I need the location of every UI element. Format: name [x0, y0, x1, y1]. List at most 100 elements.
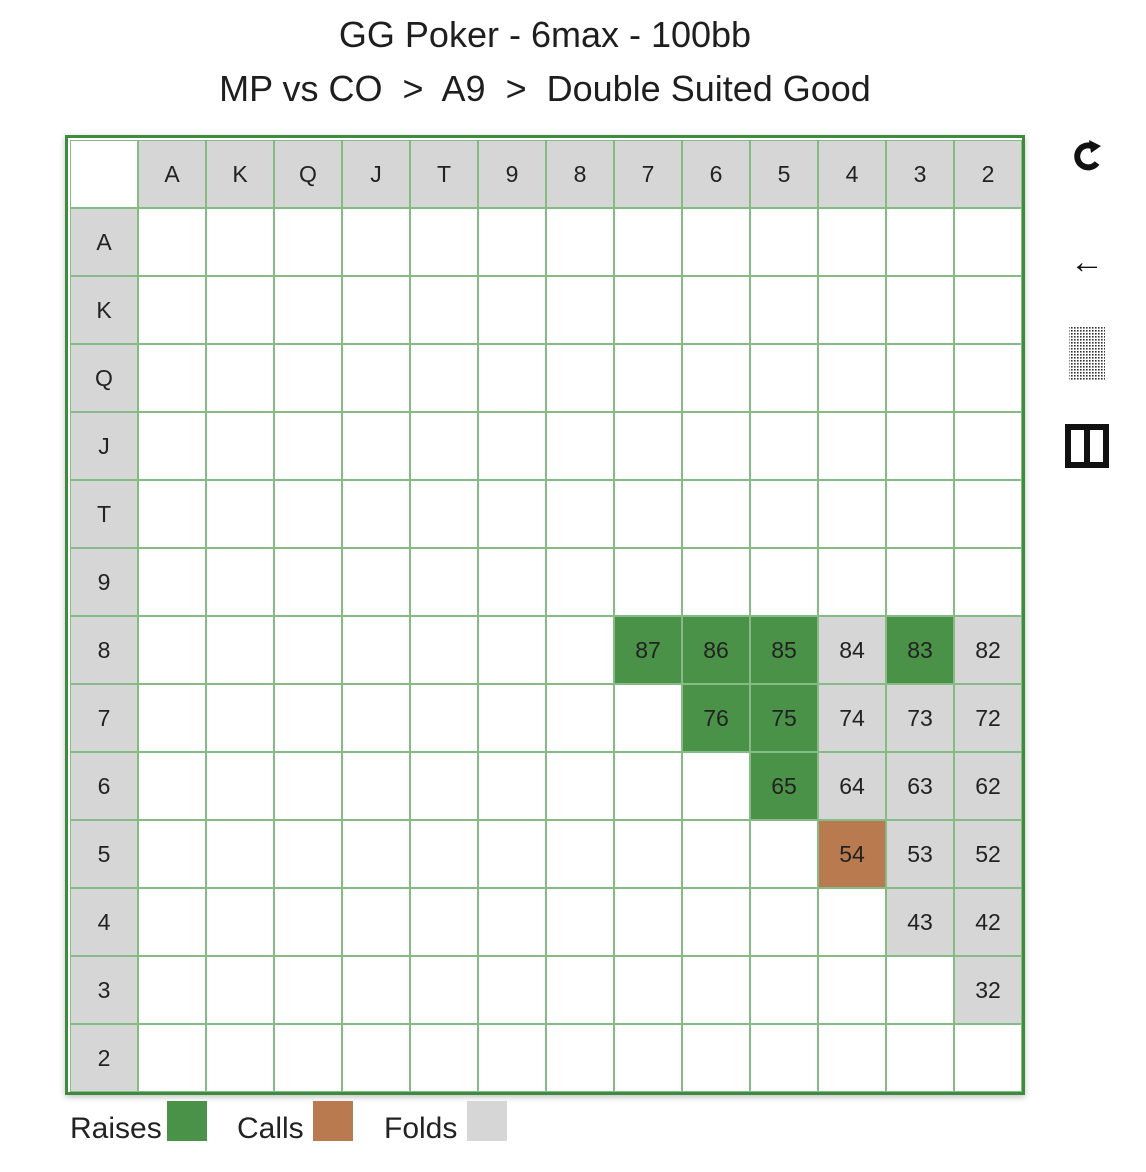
hand-cell-empty[interactable] [546, 480, 614, 548]
hand-cell-empty[interactable] [206, 208, 274, 276]
hand-cell-empty[interactable] [818, 888, 886, 956]
hand-cell-85[interactable]: 85 [750, 616, 818, 684]
hand-cell-empty[interactable] [818, 276, 886, 344]
pattern-toggle-button[interactable] [1062, 322, 1112, 384]
hand-cell-empty[interactable] [206, 1024, 274, 1092]
hand-cell-empty[interactable] [410, 888, 478, 956]
hand-cell-83[interactable]: 83 [886, 616, 954, 684]
hand-cell-empty[interactable] [818, 480, 886, 548]
hand-cell-empty[interactable] [614, 480, 682, 548]
hand-cell-empty[interactable] [206, 956, 274, 1024]
hand-cell-empty[interactable] [342, 616, 410, 684]
hand-cell-empty[interactable] [478, 412, 546, 480]
hand-cell-empty[interactable] [206, 752, 274, 820]
hand-cell-empty[interactable] [274, 480, 342, 548]
hand-cell-empty[interactable] [886, 208, 954, 276]
hand-cell-empty[interactable] [342, 412, 410, 480]
hand-cell-empty[interactable] [274, 752, 342, 820]
hand-cell-empty[interactable] [410, 684, 478, 752]
hand-cell-empty[interactable] [478, 480, 546, 548]
hand-cell-empty[interactable] [274, 684, 342, 752]
hand-cell-empty[interactable] [274, 548, 342, 616]
hand-cell-empty[interactable] [342, 752, 410, 820]
hand-cell-52[interactable]: 52 [954, 820, 1022, 888]
hand-cell-empty[interactable] [682, 752, 750, 820]
hand-cell-empty[interactable] [682, 208, 750, 276]
hand-cell-empty[interactable] [138, 344, 206, 412]
hand-cell-empty[interactable] [614, 344, 682, 412]
hand-cell-54[interactable]: 54 [818, 820, 886, 888]
hand-cell-empty[interactable] [546, 344, 614, 412]
hand-cell-empty[interactable] [478, 276, 546, 344]
hand-cell-empty[interactable] [614, 208, 682, 276]
hand-cell-75[interactable]: 75 [750, 684, 818, 752]
hand-cell-empty[interactable] [274, 616, 342, 684]
hand-cell-empty[interactable] [954, 276, 1022, 344]
hand-cell-42[interactable]: 42 [954, 888, 1022, 956]
hand-cell-empty[interactable] [274, 888, 342, 956]
hand-cell-empty[interactable] [478, 208, 546, 276]
hand-cell-empty[interactable] [954, 548, 1022, 616]
hand-cell-empty[interactable] [818, 344, 886, 412]
hand-cell-empty[interactable] [954, 208, 1022, 276]
hand-cell-empty[interactable] [138, 820, 206, 888]
hand-cell-empty[interactable] [274, 412, 342, 480]
hand-cell-empty[interactable] [274, 344, 342, 412]
hand-cell-empty[interactable] [886, 480, 954, 548]
hand-cell-empty[interactable] [546, 412, 614, 480]
hand-cell-empty[interactable] [342, 888, 410, 956]
hand-cell-32[interactable]: 32 [954, 956, 1022, 1024]
hand-cell-43[interactable]: 43 [886, 888, 954, 956]
hand-cell-empty[interactable] [410, 956, 478, 1024]
hand-cell-empty[interactable] [954, 344, 1022, 412]
hand-cell-empty[interactable] [682, 548, 750, 616]
hand-cell-empty[interactable] [886, 344, 954, 412]
hand-cell-empty[interactable] [410, 480, 478, 548]
hand-cell-empty[interactable] [410, 820, 478, 888]
hand-cell-empty[interactable] [410, 412, 478, 480]
hand-cell-empty[interactable] [138, 276, 206, 344]
hand-cell-empty[interactable] [614, 684, 682, 752]
hand-cell-empty[interactable] [478, 344, 546, 412]
hand-cell-empty[interactable] [138, 956, 206, 1024]
hand-cell-empty[interactable] [614, 956, 682, 1024]
hand-cell-empty[interactable] [750, 888, 818, 956]
hand-cell-empty[interactable] [546, 956, 614, 1024]
hand-cell-empty[interactable] [750, 344, 818, 412]
hand-cell-empty[interactable] [478, 888, 546, 956]
hand-cell-empty[interactable] [342, 548, 410, 616]
hand-cell-74[interactable]: 74 [818, 684, 886, 752]
hand-cell-76[interactable]: 76 [682, 684, 750, 752]
hand-cell-empty[interactable] [682, 276, 750, 344]
hand-cell-empty[interactable] [138, 752, 206, 820]
hand-cell-empty[interactable] [342, 208, 410, 276]
hand-cell-empty[interactable] [750, 548, 818, 616]
hand-cell-empty[interactable] [138, 888, 206, 956]
hand-cell-empty[interactable] [274, 956, 342, 1024]
hand-cell-empty[interactable] [750, 208, 818, 276]
hand-cell-empty[interactable] [206, 616, 274, 684]
hand-cell-empty[interactable] [206, 684, 274, 752]
hand-cell-empty[interactable] [954, 1024, 1022, 1092]
hand-cell-empty[interactable] [410, 548, 478, 616]
hand-cell-73[interactable]: 73 [886, 684, 954, 752]
hand-cell-empty[interactable] [206, 548, 274, 616]
hand-cell-empty[interactable] [886, 548, 954, 616]
hand-cell-empty[interactable] [682, 1024, 750, 1092]
hand-cell-empty[interactable] [410, 616, 478, 684]
hand-cell-empty[interactable] [546, 752, 614, 820]
hand-cell-empty[interactable] [750, 1024, 818, 1092]
hand-cell-empty[interactable] [614, 1024, 682, 1092]
hand-cell-empty[interactable] [410, 208, 478, 276]
hand-cell-84[interactable]: 84 [818, 616, 886, 684]
hand-cell-empty[interactable] [682, 956, 750, 1024]
hand-cell-64[interactable]: 64 [818, 752, 886, 820]
hand-cell-empty[interactable] [954, 480, 1022, 548]
hand-cell-empty[interactable] [614, 888, 682, 956]
hand-cell-empty[interactable] [818, 548, 886, 616]
hand-cell-65[interactable]: 65 [750, 752, 818, 820]
hand-cell-empty[interactable] [410, 344, 478, 412]
hand-cell-empty[interactable] [546, 820, 614, 888]
hand-cell-62[interactable]: 62 [954, 752, 1022, 820]
hand-cell-empty[interactable] [478, 956, 546, 1024]
